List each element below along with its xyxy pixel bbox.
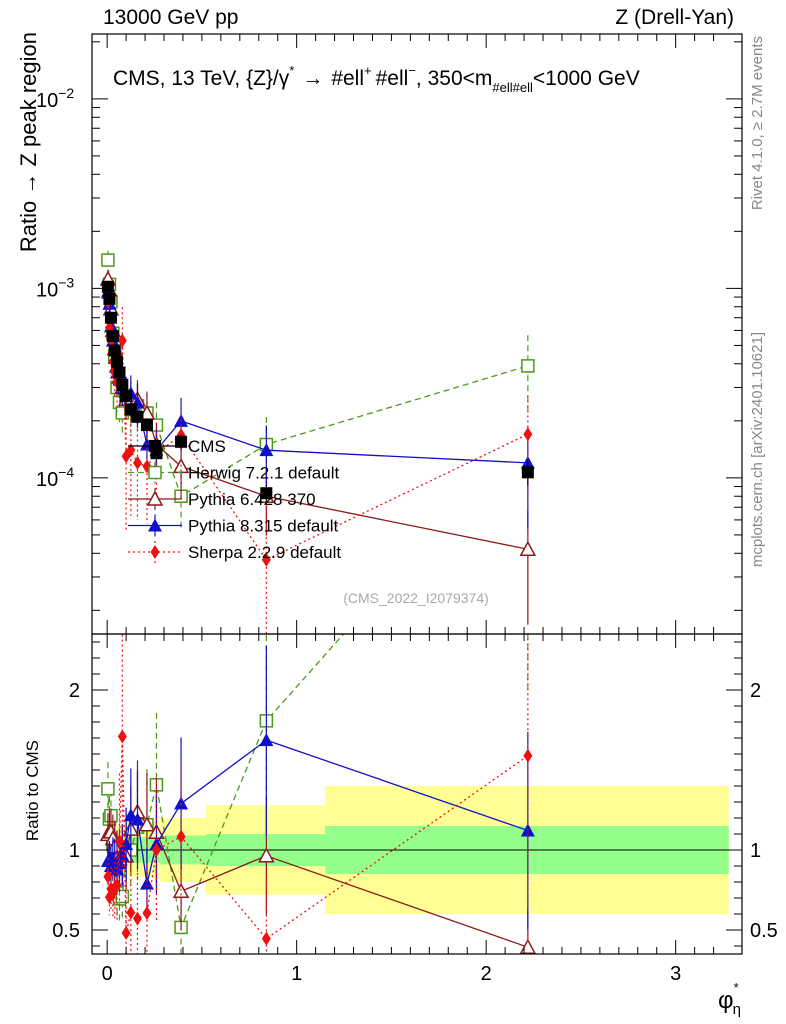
legend-label-herwig: Herwig 7.2.1 default: [188, 464, 339, 483]
pythia-ratio-point: [130, 812, 145, 826]
sherpa-ratio-point: [132, 911, 142, 926]
pythia-ratio-point: [519, 938, 537, 954]
pythia-ratio-point: [174, 796, 189, 810]
sherpa-point: [132, 455, 142, 470]
sherpa-ratio-point: [142, 906, 152, 921]
sherpa-ratio-point: [103, 869, 113, 884]
legend-marker-pythia: [148, 518, 162, 532]
pythia-ratio-point: [172, 882, 190, 899]
cms-point: [260, 487, 273, 500]
sherpa-ratio-point: [117, 729, 127, 744]
legend-label-cms: CMS: [188, 437, 226, 456]
cms-point: [521, 466, 534, 479]
cms-point: [103, 292, 116, 305]
legend-marker-herwig: [148, 465, 162, 480]
pythia-line: [107, 292, 528, 464]
legend-marker-cms: [149, 440, 161, 452]
y-tick-label-ratio-left: 2: [69, 680, 80, 702]
cms-point: [108, 344, 121, 357]
mcplots-label: mcplots.cern.ch [arXiv:2401.10621]: [749, 332, 766, 567]
sherpa-point: [117, 333, 127, 348]
sherpa-ratio-point: [121, 925, 131, 940]
axis-tick-labels: 0 1 2 3 10−2 10−3 10−4 0.5 0.5 1 1 2 2: [36, 85, 778, 985]
cms-point: [124, 403, 137, 416]
x-tick-label: 2: [481, 963, 492, 985]
legend: CMS Herwig 7.2.1 default Pythia 6.428 370 P…: [128, 437, 341, 563]
pythia-ratio-point: [123, 808, 138, 822]
header-left-label: 13000 GeV pp: [103, 6, 239, 29]
sherpa-ratio-point: [126, 905, 136, 920]
sherpa-ratio-point: [261, 931, 271, 946]
x-axis-label: φ* η: [718, 980, 741, 1018]
ratio-frame: [91, 633, 743, 955]
y-tick-label-ratio-right: 2: [750, 680, 761, 702]
sherpa-point: [121, 449, 131, 464]
sherpa-point: [126, 443, 136, 458]
x-tick-label: 3: [670, 963, 681, 985]
y-tick-label-ratio-left: 0.5: [52, 920, 80, 942]
pythia-point: [259, 443, 274, 457]
x-tick-label: 0: [102, 963, 113, 985]
cms-point: [140, 419, 153, 432]
pythia-ratio-point: [139, 876, 154, 890]
chart-title: CMS, 13 TeV, {Z}/γ* → #ell+ #ell−, 350<m#el…: [113, 63, 640, 95]
sherpa-ratio-point: [176, 829, 186, 844]
legend-marker-pythia: [146, 490, 164, 506]
pythia-ratio-point: [119, 837, 134, 851]
y-tick-label-ratio-right: 1: [750, 840, 761, 862]
legend-label-pythia: Pythia 6.428 370: [188, 490, 316, 509]
cms-point: [106, 330, 119, 343]
x-tick-label: 1: [291, 963, 302, 985]
main-series-layer: [99, 250, 537, 634]
y-axis-label-ratio: Ratio to CMS: [23, 740, 42, 841]
y-tick-label-main: 10−4: [36, 464, 74, 491]
y-tick-label-ratio-left: 1: [69, 840, 80, 862]
pythia-line: [107, 278, 528, 550]
sherpa-point: [523, 427, 533, 442]
sherpa-ratio-point: [151, 843, 161, 857]
legend-marker-sherpa: [150, 545, 160, 559]
pythia-ratio-point: [259, 733, 274, 747]
cms-point: [116, 378, 129, 391]
herwig-line: [107, 260, 529, 498]
pythia-ratio-point: [258, 847, 275, 863]
pythia-point: [519, 540, 537, 557]
herwig-ratio-line: [107, 634, 345, 930]
header-right-label: Z (Drell-Yan): [615, 6, 734, 29]
cms-point: [120, 390, 133, 403]
sherpa-ratio-point: [112, 878, 122, 893]
y-axis-label-main: Ratio → Z peak region: [16, 32, 41, 252]
cms-point: [104, 311, 117, 324]
axis-ticks: [92, 34, 742, 954]
cms-point: [175, 435, 188, 448]
y-tick-label-ratio-right: 0.5: [750, 920, 778, 942]
y-tick-label-main: 10−2: [36, 85, 74, 112]
cms-point: [111, 355, 124, 368]
ratio-series-layer: [99, 634, 537, 954]
cms-point: [101, 280, 114, 293]
legend-label-sherpa: Sherpa 2.2.9 default: [188, 543, 341, 562]
herwig-point: [521, 359, 535, 373]
legend-label-pythia: Pythia 8.315 default: [188, 517, 339, 536]
herwig-ratio-point: [101, 782, 115, 796]
cms-point: [113, 366, 126, 379]
sherpa-point: [261, 552, 271, 567]
sherpa-ratio-point: [523, 748, 533, 763]
y-tick-label-main: 10−3: [36, 274, 74, 301]
pythia-ratio-point: [112, 856, 127, 870]
cms-point: [131, 410, 144, 423]
watermark: (CMS_2022_I2079374): [343, 590, 489, 606]
rivet-label: Rivet 4.1.0, ≥ 2.7M events: [749, 36, 766, 210]
pythia-ratio-point: [115, 848, 130, 862]
sherpa-ratio-point: [114, 834, 124, 849]
herwig-point: [101, 253, 115, 267]
